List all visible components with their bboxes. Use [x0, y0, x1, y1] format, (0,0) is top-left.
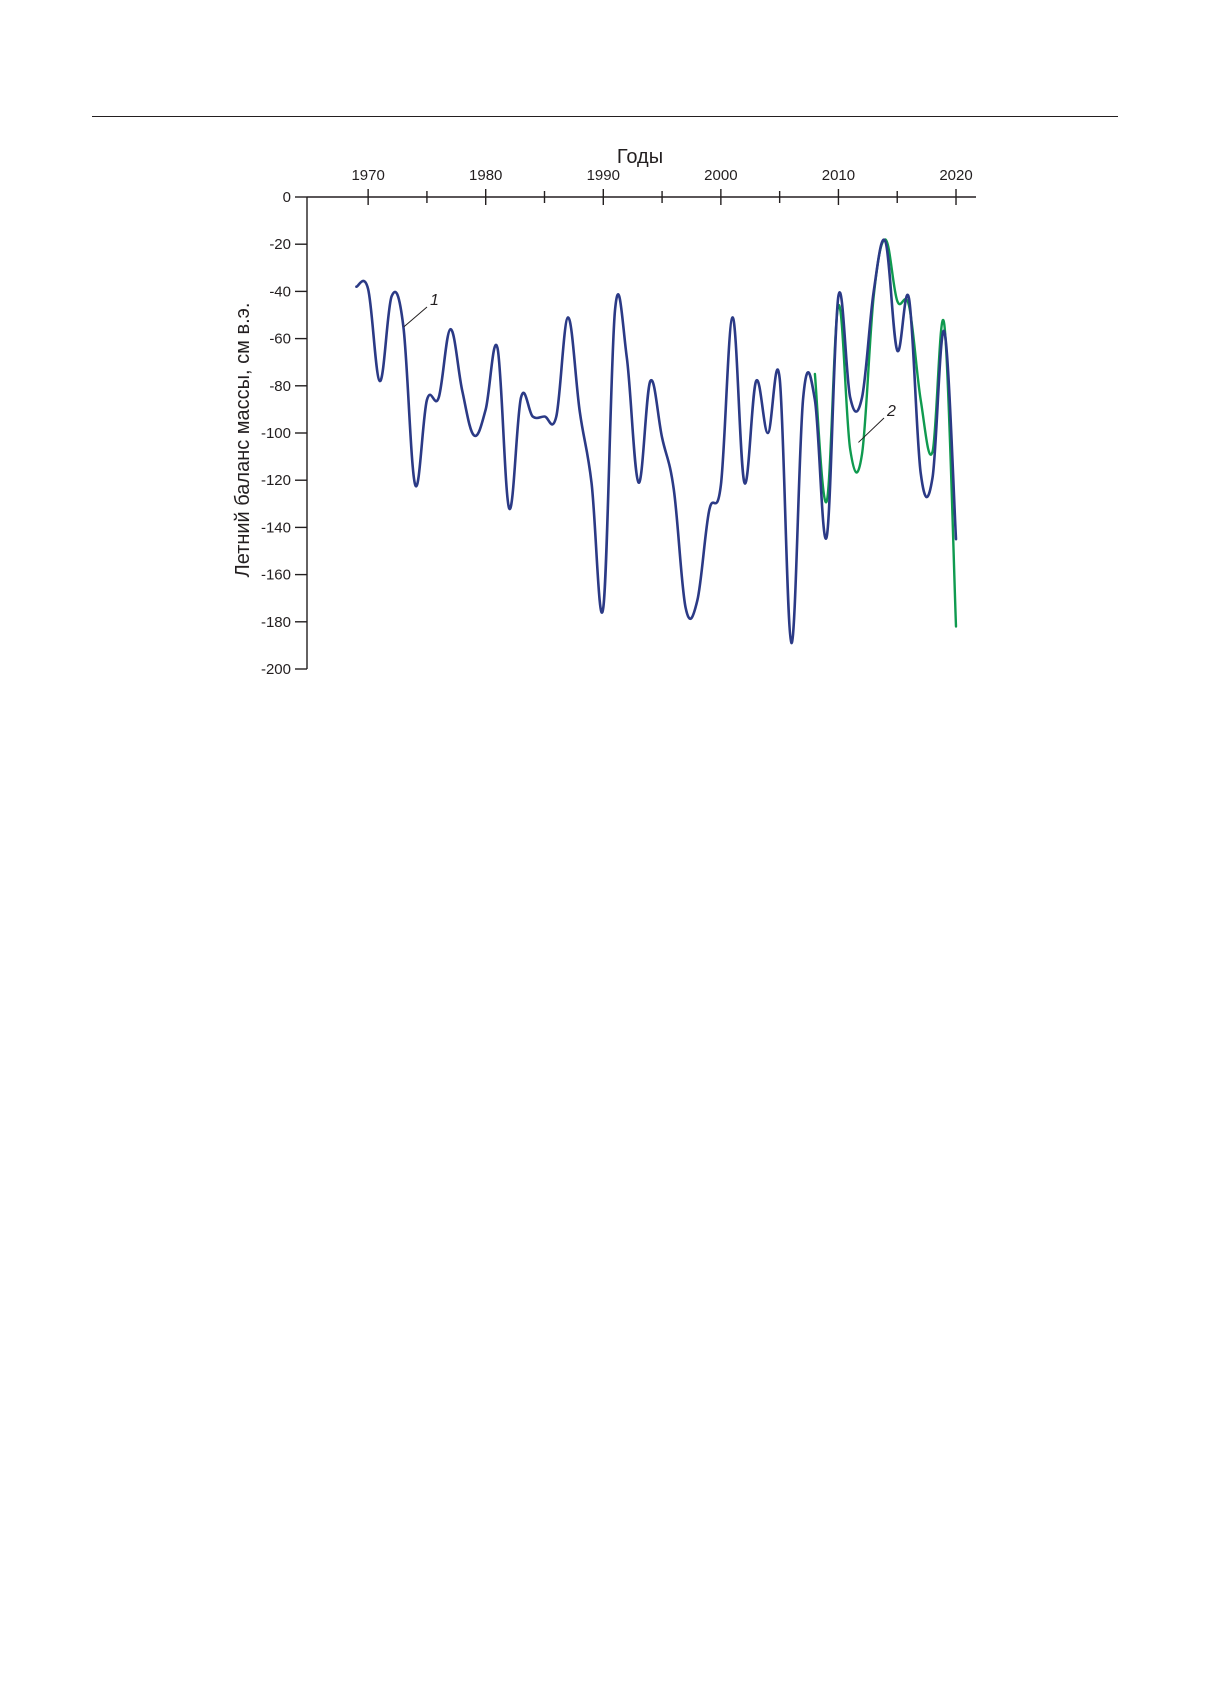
y-axis: 0 -20 -40 -60 -80 -100 -120 -140 -160 -180 -200 Ле…	[232, 189, 308, 678]
callout-1-label: 1	[430, 292, 439, 309]
y-axis-title: Летний баланс массы, см в.э.	[232, 303, 254, 578]
x-tick-label: 2020	[939, 167, 972, 184]
x-axis-title: Годы	[617, 146, 663, 168]
x-tick-label: 1990	[587, 167, 620, 184]
x-tick-label: 1980	[469, 167, 502, 184]
y-tick-label: 0	[283, 189, 291, 206]
y-tick-label: -180	[261, 614, 291, 631]
y-tick-label: -60	[269, 331, 291, 348]
page-header-rule	[92, 116, 1118, 117]
y-tick-label: -120	[261, 472, 291, 489]
series-callouts: 12	[403, 292, 896, 443]
y-tick-label: -200	[261, 661, 291, 678]
y-tick-label: -20	[269, 236, 291, 253]
callout-2-label: 2	[886, 403, 896, 420]
y-tick-label: -100	[261, 425, 291, 442]
x-axis-ticks: 1970 1980 1990 2000 2010 2020	[351, 167, 973, 205]
x-tick-label: 2000	[704, 167, 737, 184]
x-axis: 1970 1980 1990 2000 2010 2020 Годы	[307, 146, 976, 205]
y-tick-label: -80	[269, 378, 291, 395]
y-tick-label: -40	[269, 283, 291, 300]
x-tick-label: 1970	[351, 167, 384, 184]
series-layer	[355, 238, 958, 645]
callout-1-leader	[403, 306, 428, 328]
y-axis-ticks: 0 -20 -40 -60 -80 -100 -120 -140 -160 -180 -200	[261, 189, 307, 678]
x-tick-label: 2010	[822, 167, 855, 184]
series-line-1	[355, 238, 958, 645]
callout-2-leader	[858, 417, 885, 443]
y-tick-label: -140	[261, 519, 291, 536]
y-tick-label: -160	[261, 567, 291, 584]
